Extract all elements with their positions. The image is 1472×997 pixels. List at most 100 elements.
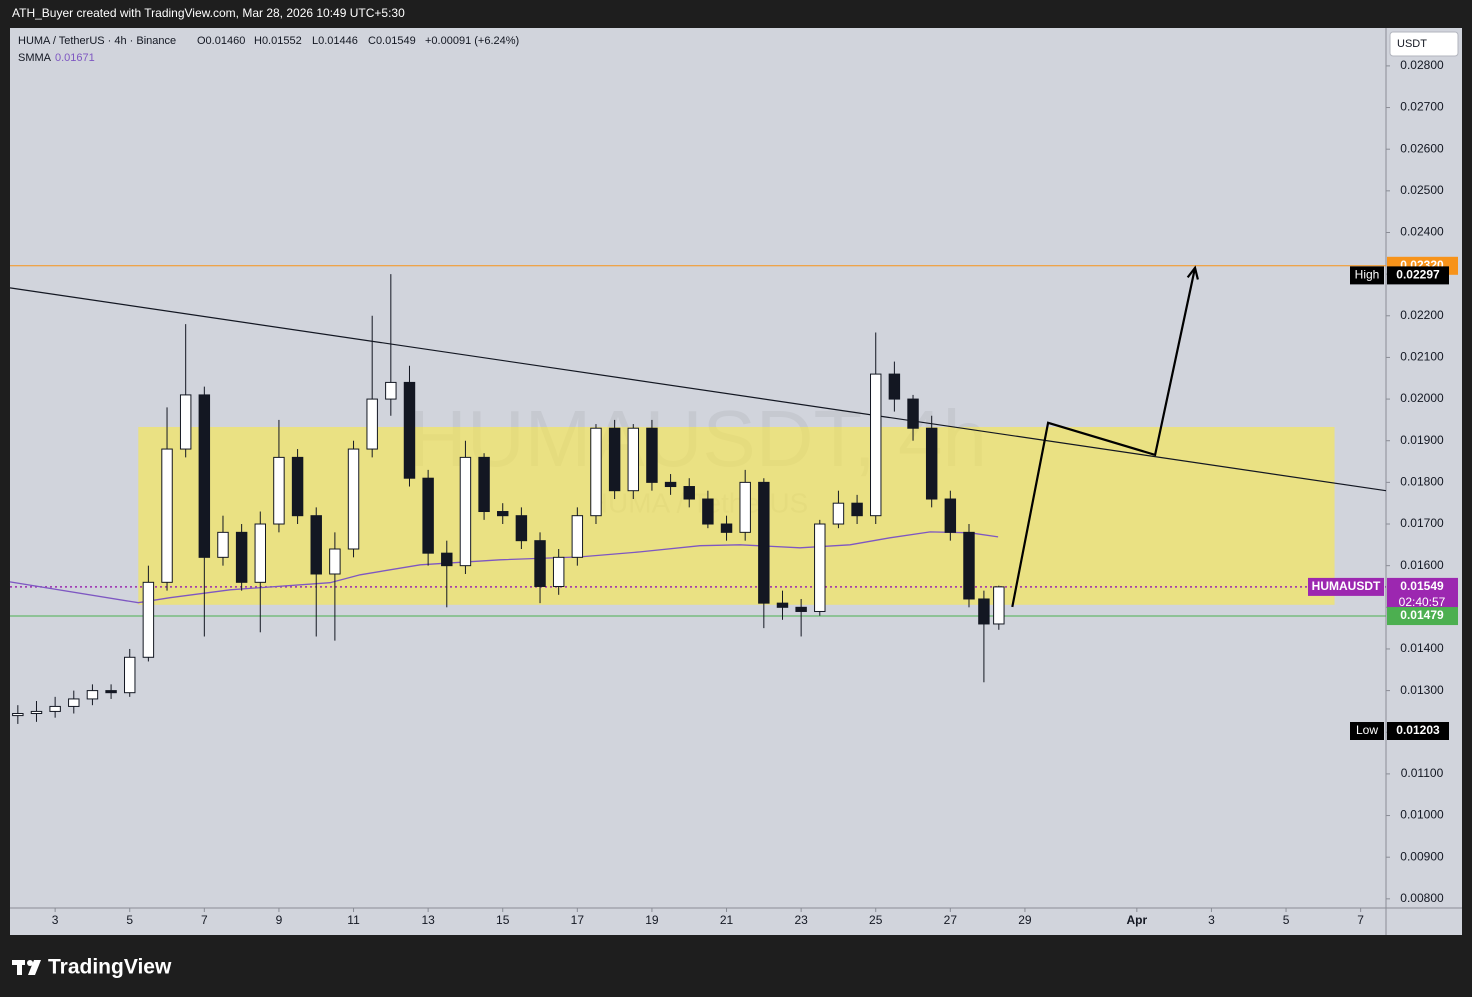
y-tick-label: 0.01900 [1400, 433, 1444, 447]
candle-body [608, 427, 621, 492]
x-tick-label: 27 [944, 913, 958, 927]
y-tick-label: 0.01000 [1400, 808, 1444, 822]
candle-body [179, 394, 192, 450]
candle-body [795, 606, 807, 612]
candle-body [422, 477, 434, 554]
candle-body [68, 698, 80, 707]
price-label: 0.01479 [1400, 608, 1444, 622]
candle-body [30, 710, 43, 715]
candle-body [888, 373, 901, 400]
candle-body [142, 581, 155, 658]
candle-body [403, 381, 416, 479]
candle-body [86, 690, 99, 700]
x-tick-label: 17 [571, 913, 585, 927]
candle-body [627, 427, 640, 492]
y-tick-label: 0.02500 [1400, 183, 1444, 197]
candle-body [993, 586, 1005, 625]
candle-body [347, 448, 360, 550]
marker-name-box [1350, 266, 1384, 285]
candle-body [646, 427, 658, 483]
candle-body [515, 515, 528, 542]
symbol-box [1308, 577, 1384, 596]
candle-body [720, 523, 733, 533]
candle-body [832, 502, 845, 525]
projection-path [1011, 267, 1197, 608]
x-tick-label: 11 [347, 913, 360, 927]
currency-label: USDT [1397, 38, 1427, 50]
marker-value: 0.01203 [1396, 723, 1440, 737]
x-tick-label: 29 [1018, 913, 1032, 927]
candle-body [870, 373, 882, 517]
candle-body [124, 656, 136, 694]
candle-body [49, 705, 61, 712]
price-label: 0.01549 [1400, 579, 1444, 593]
candle-body [907, 398, 919, 429]
y-tick-label: 0.02700 [1400, 100, 1444, 114]
x-tick-label: 7 [201, 913, 208, 927]
candle-body [944, 498, 957, 533]
candle-body [385, 381, 397, 400]
legend-ohlc: +0.00091 (+6.24%) [425, 35, 519, 47]
candle-body [329, 548, 341, 575]
candle-body [235, 531, 248, 583]
y-tick-label: 0.02000 [1400, 391, 1444, 405]
legend-ohlc: C0.01549 [368, 35, 416, 47]
plot: HUMAUSDT, 4hHUMA / TetherUS0.008000.0090… [9, 31, 1459, 927]
y-tick-label: 0.01100 [1401, 766, 1444, 780]
brand: TradingView [48, 956, 172, 979]
x-tick-label: 3 [1208, 913, 1215, 927]
logo-part [28, 960, 41, 975]
marker-name: Low [1356, 723, 1378, 737]
candle-body [925, 427, 938, 500]
currency-button [1389, 31, 1459, 57]
y-tick-label: 0.01400 [1400, 641, 1444, 655]
y-tick-label: 0.00900 [1400, 849, 1444, 863]
arrow-head [1186, 265, 1199, 280]
candle-body [105, 690, 117, 694]
x-tick-label: 19 [645, 913, 659, 927]
candle-body [12, 713, 24, 717]
candle-body [310, 515, 322, 575]
y-tick-label: 0.02800 [1400, 58, 1444, 72]
x-tick-label: 23 [794, 913, 808, 927]
y-tick-label: 0.02100 [1400, 350, 1444, 364]
x-tick-label: 15 [496, 913, 510, 927]
legend-ohlc: O0.01460 [197, 35, 245, 47]
candle-body [739, 481, 751, 533]
range-zone [138, 426, 1335, 605]
candle-body [534, 540, 546, 587]
symbol-label: HUMAUSDT [1312, 579, 1381, 593]
candle-body [161, 448, 173, 583]
candle-body [963, 531, 975, 600]
trend-line [9, 287, 1387, 492]
y-tick-label: 0.02600 [1400, 141, 1444, 155]
y-tick-label: 0.01300 [1400, 683, 1444, 697]
candle-body [664, 481, 677, 488]
legend-title: HUMA / TetherUS · 4h · Binance [18, 35, 176, 47]
candle-body [776, 602, 789, 608]
x-tick-label: 9 [276, 913, 283, 927]
x-tick-label: 13 [421, 913, 435, 927]
candle-body [758, 481, 770, 604]
candle-body [366, 398, 378, 450]
marker-name-box [1350, 722, 1384, 741]
x-tick-label: 25 [869, 913, 883, 927]
candle-body [254, 523, 267, 583]
y-tick-label: 0.02400 [1400, 225, 1444, 239]
credit: ATH_Buyer created with TradingView.com, … [12, 6, 405, 20]
marker-name: High [1355, 268, 1380, 282]
candle-body [978, 598, 990, 625]
candle-body [497, 511, 509, 517]
x-tick-label: 7 [1357, 913, 1364, 927]
candle-body [217, 531, 229, 558]
x-tick-label: Apr [1126, 913, 1147, 927]
candle-body [198, 394, 211, 558]
y-tick-label: 0.01600 [1400, 558, 1444, 572]
x-tick-label: 21 [720, 913, 734, 927]
y-tick-label: 0.01800 [1400, 475, 1444, 489]
indicator-value: 0.01671 [55, 52, 95, 64]
y-tick-label: 0.00800 [1400, 891, 1444, 905]
smma-line [9, 531, 999, 604]
brand-logo [12, 960, 41, 975]
